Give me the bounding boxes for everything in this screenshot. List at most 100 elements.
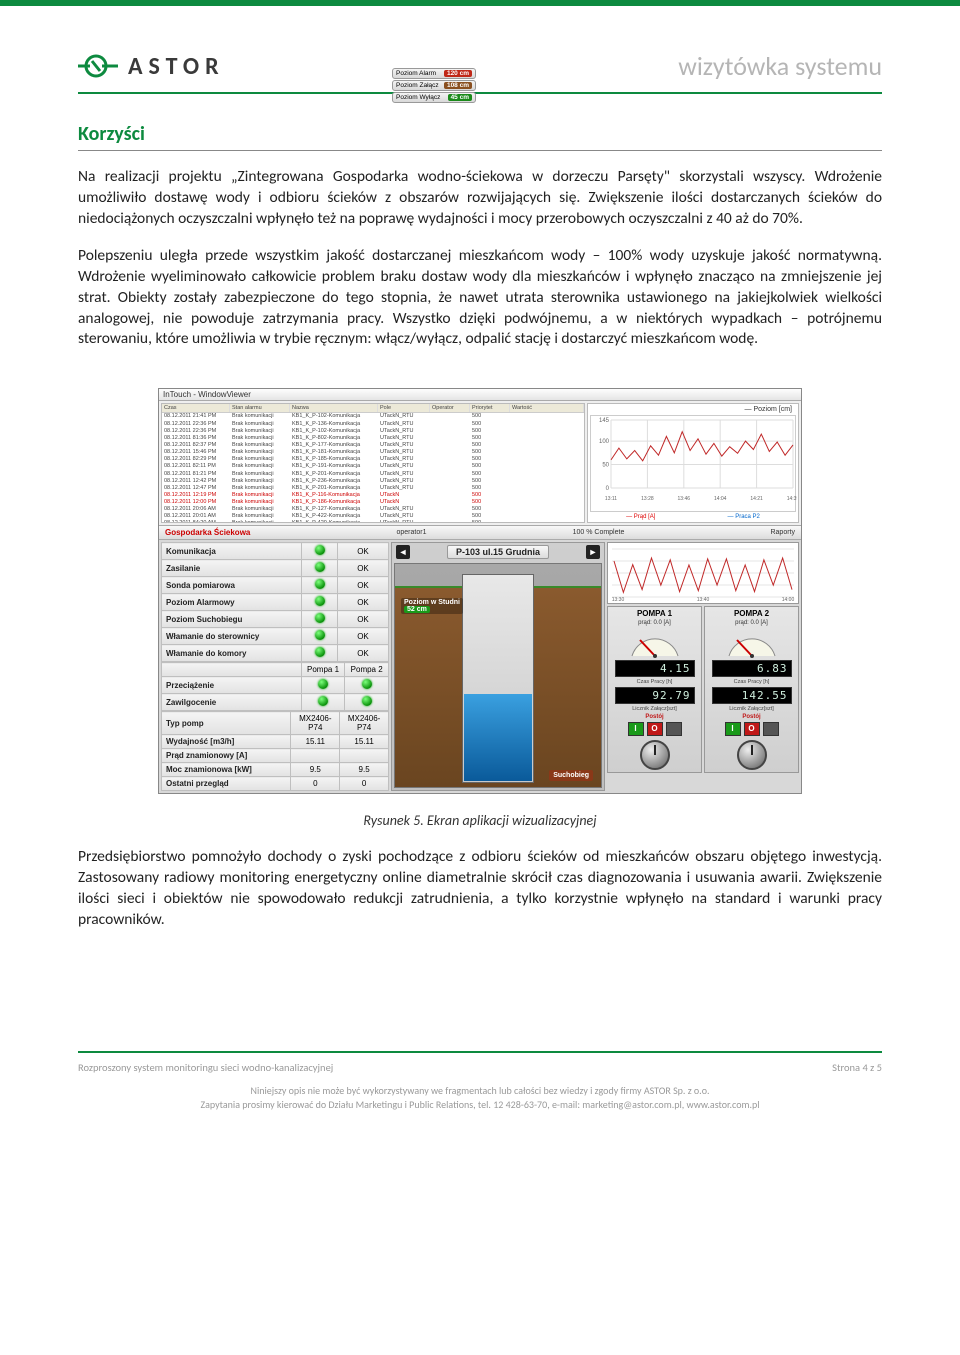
pump2-title: POMPA 2 [734, 609, 769, 618]
pump1-lcd-count: 92.79 [615, 687, 695, 704]
scada-window-title: InTouch - WindowViewer [159, 389, 801, 401]
pump2-count-lbl: Licznik Załącz[szt] [729, 706, 774, 712]
level-group: Poziom Alarm 120 cm Poziom Załącz 108 cm… [392, 68, 476, 103]
pump1-knob[interactable] [640, 740, 670, 770]
page: ASTOR wizytówka systemu Korzyści Na real… [0, 6, 960, 1142]
pump2-start-button[interactable]: I [725, 722, 741, 736]
pump1-gauge [628, 628, 682, 658]
level-alarm: Poziom Alarm 120 cm [392, 68, 476, 79]
pump2-buttons: I O [725, 722, 779, 736]
doc-type-label: wizytówka systemu [678, 50, 882, 82]
alarm-col-time: Czas [162, 404, 230, 412]
svg-text:13:46: 13:46 [678, 496, 691, 502]
alarm-col-value: Wartość [510, 404, 584, 412]
pump1-buttons: I O [628, 722, 682, 736]
scada-top-row: Czas Stan alarmu Nazwa Pole Operator Pri… [159, 401, 801, 525]
pump1-lcd-hours: 4.15 [615, 660, 695, 677]
svg-text:14:39: 14:39 [787, 496, 797, 502]
pump1-stop-button[interactable]: O [647, 722, 663, 736]
footer: Rozproszony system monitoringu sieci wod… [78, 1051, 882, 1112]
paragraph-3: Przedsiębiorstwo pomnożyło dochody o zys… [78, 847, 882, 931]
svg-text:13:11: 13:11 [605, 496, 617, 502]
trend-panel: — Poziom [cm] 0 50 100 145 13:11 13:28 13:46 14… [587, 403, 799, 523]
pump-spec-table: Typ pompMX2406-P74MX2406-P74Wydajność [m… [161, 711, 389, 791]
well-shaft [462, 574, 534, 783]
midbar-operator: operator1 [397, 529, 427, 536]
pump1-aux-button[interactable] [666, 722, 682, 736]
pump2-aux-button[interactable] [763, 722, 779, 736]
svg-text:100: 100 [599, 439, 610, 445]
midbar-left: Gospodarka Ściekowa [165, 528, 250, 537]
svg-text:14:21: 14:21 [750, 496, 763, 502]
svg-text:14:00: 14:00 [782, 597, 795, 603]
well-title: P-103 ul.15 Grudnia [447, 545, 549, 559]
pump1-postoj: Postój [610, 714, 699, 720]
trend-title: — Poziom [cm] [590, 406, 796, 415]
well-next-button[interactable]: ► [586, 545, 600, 559]
pump1-amp: prąd: 0.0 [A] [638, 620, 671, 626]
pump2-lcd-hours: 6.83 [712, 660, 792, 677]
svg-text:50: 50 [602, 463, 609, 469]
footer-disclaimer: Niniejszy opis nie może być wykorzystywa… [78, 1084, 882, 1098]
pump2-amp: prąd: 0.0 [A] [735, 620, 768, 626]
alarm-table: Czas Stan alarmu Nazwa Pole Operator Pri… [161, 403, 585, 523]
mini-trend-svg: 13:30 13:40 14:00 [608, 543, 798, 603]
pump-panel-1: POMPA 1 prąd: 0.0 [A] 4.15 Czas Pracy [h… [607, 606, 702, 773]
pump2-hours-lbl: Czas Pracy [h] [734, 679, 770, 685]
alarm-col-name: Nazwa [290, 404, 378, 412]
well-column: ◄ P-103 ul.15 Grudnia ► Poziom w Studni … [391, 542, 605, 791]
trend-legend: — Prąd [A] — Praca P2 [590, 512, 796, 520]
pump1-start-button[interactable]: I [628, 722, 644, 736]
paragraph-2: Polepszeniu uległa przede wszystkim jako… [78, 246, 882, 351]
svg-text:145: 145 [599, 418, 610, 424]
svg-text:0: 0 [606, 486, 610, 492]
pump-panel-2: POMPA 2 prąd: 0.0 [A] 6.83 Czas Pracy [h… [704, 606, 799, 773]
scada-main: KomunikacjaOKZasilanieOKSonda pomiarowaO… [159, 540, 801, 793]
svg-text:14:04: 14:04 [714, 496, 727, 502]
level-wylacz: Poziom Wyłącz 45 cm [392, 92, 476, 103]
well-suchobieg-label: Suchobieg [549, 770, 593, 781]
status-table-2: Pompa 1Pompa 2PrzeciążenieZawilgocenie [161, 662, 389, 711]
trend-chart: 0 50 100 145 13:11 13:28 13:46 14:04 14:21 14:39 [590, 415, 796, 512]
alarm-col-state: Stan alarmu [230, 404, 290, 412]
pump2-postoj: Postój [707, 714, 796, 720]
pump2-stop-button[interactable]: O [744, 722, 760, 736]
well-water [464, 694, 532, 781]
alarm-col-field: Pole [378, 404, 430, 412]
well-graphic: Poziom w Studni 52 cm Suchobieg [394, 563, 602, 788]
svg-text:13:40: 13:40 [697, 597, 710, 603]
logo: ASTOR [78, 52, 225, 81]
paragraph-1: Na realizacji projektu „Zintegrowana Gos… [78, 167, 882, 230]
pump2-knob[interactable] [737, 740, 767, 770]
scada-midbar: Gospodarka Ściekowa operator1 100 % Comp… [159, 525, 801, 540]
pump2-lcd-count: 142.55 [712, 687, 792, 704]
well-prev-button[interactable]: ◄ [396, 545, 410, 559]
pump1-title: POMPA 1 [637, 609, 672, 618]
trend-svg: 0 50 100 145 13:11 13:28 13:46 14:04 14:21 14:39 [591, 416, 797, 502]
footer-contact: Zapytania prosimy kierować do Działu Mar… [78, 1098, 882, 1112]
pump1-count-lbl: Licznik Załącz[szt] [632, 706, 677, 712]
svg-text:13:30: 13:30 [612, 597, 625, 603]
pump1-hours-lbl: Czas Pracy [h] [637, 679, 673, 685]
header: ASTOR wizytówka systemu [78, 50, 882, 94]
trend-legend-a: — Prąd [A] [626, 514, 655, 520]
trend-legend-b: — Praca P2 [728, 514, 760, 520]
alarm-table-header: Czas Stan alarmu Nazwa Pole Operator Pri… [162, 404, 584, 413]
astor-logo-icon [78, 52, 118, 80]
status-column: KomunikacjaOKZasilanieOKSonda pomiarowaO… [161, 542, 389, 791]
alarm-table-body: 08.12.2011 21:41 PMBrak komunikacjiKB1_K… [162, 413, 584, 523]
alarm-col-priority: Priorytet [470, 404, 510, 412]
logo-text: ASTOR [128, 52, 225, 81]
alarm-col-operator: Operator [430, 404, 470, 412]
svg-text:13:28: 13:28 [641, 496, 654, 502]
mini-trend: 13:30 13:40 14:00 [607, 542, 799, 604]
pump2-gauge [725, 628, 779, 658]
level-zalacz: Poziom Załącz 108 cm [392, 80, 476, 91]
gauge-column: 13:30 13:40 14:00 POMPA 1 prąd: 0.0 [A] 4.… [607, 542, 799, 791]
footer-left: Rozproszony system monitoringu sieci wod… [78, 1061, 333, 1074]
pump-gauge-row: POMPA 1 prąd: 0.0 [A] 4.15 Czas Pracy [h… [607, 606, 799, 773]
well-title-bar: ◄ P-103 ul.15 Grudnia ► [392, 543, 604, 561]
well-level-label: Poziom w Studni 52 cm [401, 598, 463, 614]
scada-screenshot: InTouch - WindowViewer Czas Stan alarmu … [158, 388, 802, 794]
status-table: KomunikacjaOKZasilanieOKSonda pomiarowaO… [161, 542, 389, 662]
